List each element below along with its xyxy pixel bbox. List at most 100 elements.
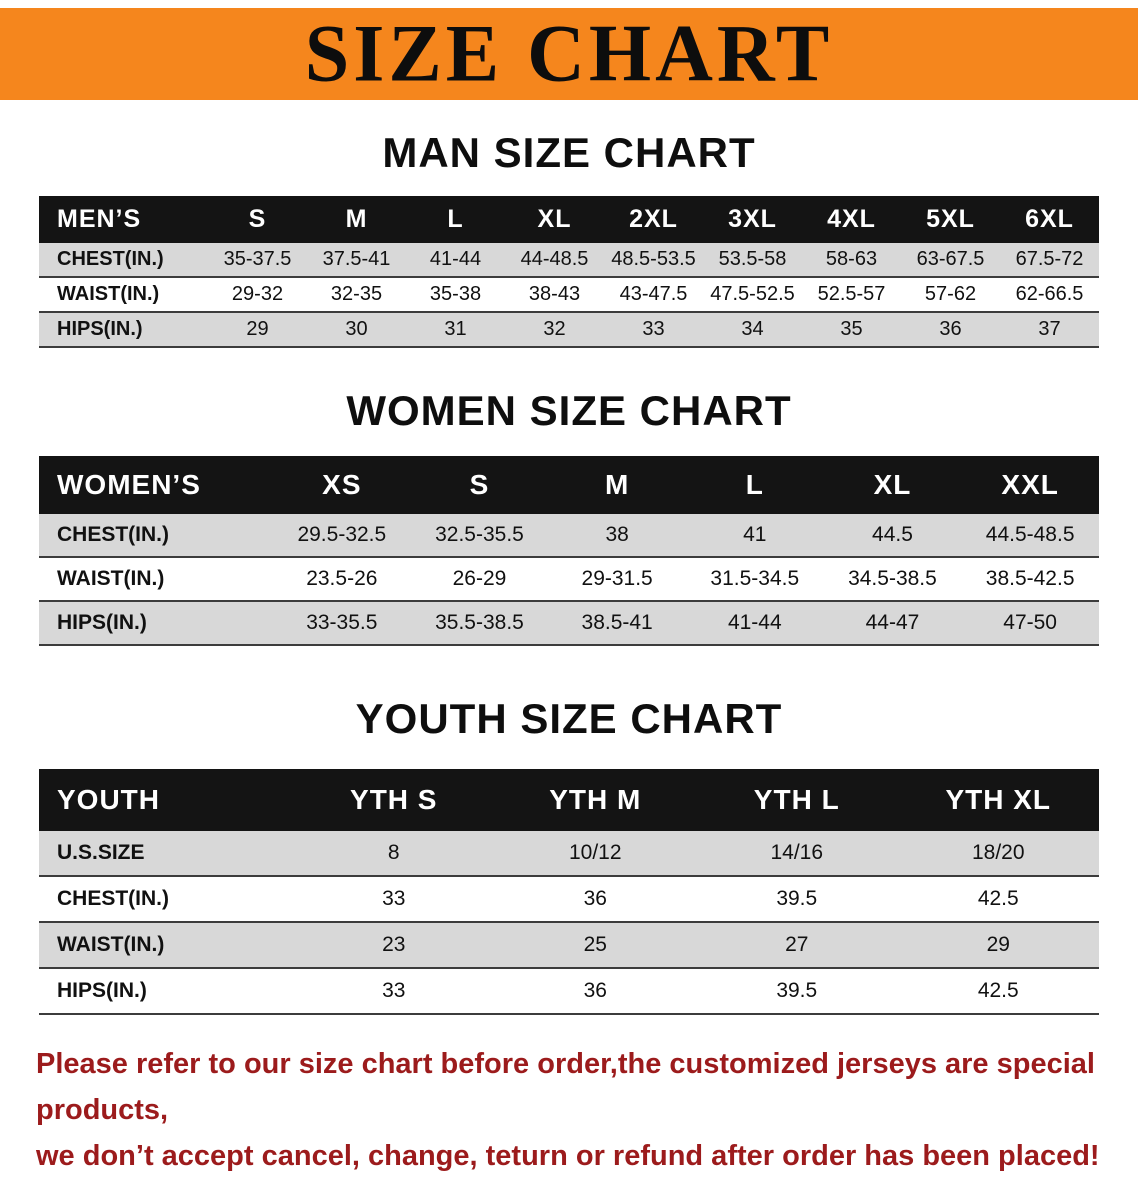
size-column-header: XL bbox=[823, 456, 962, 515]
size-value-cell: 34 bbox=[741, 318, 764, 341]
size-value-cell: 53.5-58 bbox=[718, 248, 787, 271]
youth-size-table: YOUTH YTH S YTH M YTH L YTH XL U.S.SIZE 8 10/12… bbox=[39, 768, 1099, 1015]
table-header-row: YOUTH YTH S YTH M YTH L YTH XL bbox=[39, 768, 1099, 831]
size-value-cell: 36 bbox=[583, 978, 607, 1002]
size-value-cell: 38 bbox=[605, 523, 629, 547]
row-label: WAIST(IN.) bbox=[57, 567, 165, 591]
size-column-header: YTH L bbox=[696, 768, 898, 831]
size-column-header: 5XL bbox=[901, 196, 1000, 244]
size-column-header: YTH S bbox=[293, 768, 495, 831]
size-column-header: 3XL bbox=[703, 196, 802, 244]
size-value-cell: 63-67.5 bbox=[916, 248, 985, 271]
size-value-cell: 34.5-38.5 bbox=[848, 567, 937, 591]
size-value-cell: 32 bbox=[543, 318, 566, 341]
size-value-cell: 47.5-52.5 bbox=[710, 283, 795, 306]
size-value-cell: 41-44 bbox=[727, 611, 782, 635]
size-value-cell: 39.5 bbox=[776, 886, 818, 910]
table-row: WAIST(IN.) 29-32 32-35 35-38 38-43 43-47.5 47.… bbox=[39, 277, 1099, 313]
size-column-header: L bbox=[685, 456, 824, 515]
men-size-section: MAN SIZE CHART MEN’S S M L XL 2XL 3XL 4XL 5XL 6XL… bbox=[0, 129, 1138, 348]
size-value-cell: 41 bbox=[743, 523, 767, 547]
table-row: HIPS(IN.) 33-35.5 35.5-38.5 38.5-41 41-44 44-… bbox=[39, 601, 1099, 646]
size-chart-infographic: SIZE CHART MAN SIZE CHART MEN’S S M L XL 2XL 3… bbox=[0, 8, 1138, 1172]
youth-section-heading: YOUTH SIZE CHART bbox=[355, 695, 783, 743]
size-column-header: S bbox=[410, 456, 549, 515]
table-row: CHEST(IN.) 33 36 39.5 42.5 bbox=[39, 875, 1099, 922]
size-value-cell: 37 bbox=[1038, 318, 1061, 341]
size-value-cell: 23.5-26 bbox=[306, 567, 378, 591]
table-header-row: MEN’S S M L XL 2XL 3XL 4XL 5XL 6XL bbox=[39, 196, 1099, 244]
row-label: CHEST(IN.) bbox=[57, 886, 169, 910]
size-column-header: XXL bbox=[961, 456, 1099, 515]
table-row: CHEST(IN.) 29.5-32.5 32.5-35.5 38 41 44.5 44.5… bbox=[39, 514, 1099, 558]
size-value-cell: 35-38 bbox=[429, 283, 482, 306]
size-value-cell: 31.5-34.5 bbox=[710, 567, 800, 591]
table-row: CHEST(IN.) 35-37.5 37.5-41 41-44 44-48.5 48.5… bbox=[39, 243, 1099, 278]
size-column-header: S bbox=[208, 196, 307, 244]
size-value-cell: 14/16 bbox=[770, 840, 824, 864]
size-value-cell: 33 bbox=[642, 318, 665, 341]
table-header-row: WOMEN’S XS S M L XL XXL bbox=[39, 456, 1099, 515]
size-value-cell: 41-44 bbox=[429, 248, 482, 271]
size-value-cell: 29.5-32.5 bbox=[297, 523, 387, 547]
size-value-cell: 35-37.5 bbox=[223, 248, 292, 271]
size-value-cell: 25 bbox=[583, 932, 607, 956]
row-label: HIPS(IN.) bbox=[57, 318, 143, 341]
size-column-header: 4XL bbox=[802, 196, 901, 244]
size-value-cell: 44-48.5 bbox=[520, 248, 589, 271]
size-value-cell: 37.5-41 bbox=[322, 248, 391, 271]
row-label: HIPS(IN.) bbox=[57, 978, 147, 1002]
size-value-cell: 32-35 bbox=[330, 283, 383, 306]
size-column-header: 6XL bbox=[1000, 196, 1099, 244]
size-value-cell: 27 bbox=[785, 932, 809, 956]
men-size-table: MEN’S S M L XL 2XL 3XL 4XL 5XL 6XL CHEST(IN.) 35-37… bbox=[39, 196, 1099, 348]
size-column-header: YTH M bbox=[494, 768, 696, 831]
size-value-cell: 33 bbox=[382, 978, 406, 1002]
size-value-cell: 35 bbox=[840, 318, 863, 341]
size-value-cell: 10/12 bbox=[568, 840, 622, 864]
size-value-cell: 44.5 bbox=[872, 523, 913, 547]
row-label: WAIST(IN.) bbox=[57, 932, 165, 956]
women-size-section: WOMEN SIZE CHART WOMEN’S XS S M L XL XXL CHEST(… bbox=[0, 387, 1138, 646]
table-row: HIPS(IN.) 33 36 39.5 42.5 bbox=[39, 967, 1099, 1014]
row-label: CHEST(IN.) bbox=[57, 523, 169, 547]
size-value-cell: 29-31.5 bbox=[581, 567, 653, 591]
table-row: U.S.SIZE 8 10/12 14/16 18/20 bbox=[39, 830, 1099, 876]
row-label: HIPS(IN.) bbox=[57, 611, 147, 635]
row-label: U.S.SIZE bbox=[57, 840, 145, 864]
size-column-header: M bbox=[548, 456, 686, 515]
youth-size-section: YOUTH SIZE CHART YOUTH YTH S YTH M YTH L YTH… bbox=[0, 696, 1138, 1014]
disclaimer: Please refer to our size chart before or… bbox=[36, 1041, 1102, 1179]
size-value-cell: 58-63 bbox=[825, 248, 878, 271]
size-value-cell: 29 bbox=[986, 932, 1010, 956]
size-value-cell: 42.5 bbox=[977, 886, 1019, 910]
size-column-header: L bbox=[406, 196, 505, 244]
size-value-cell: 30 bbox=[345, 318, 368, 341]
disclaimer-line-2: we don’t accept cancel, change, teturn o… bbox=[36, 1139, 1100, 1172]
size-value-cell: 8 bbox=[387, 840, 400, 864]
size-value-cell: 43-47.5 bbox=[619, 283, 688, 306]
size-value-cell: 18/20 bbox=[971, 840, 1025, 864]
size-value-cell: 29 bbox=[246, 318, 269, 341]
table-corner-label: WOMEN’S bbox=[39, 456, 273, 515]
size-value-cell: 31 bbox=[444, 318, 467, 341]
title-banner: SIZE CHART bbox=[0, 8, 1138, 100]
size-column-header: YTH XL bbox=[897, 768, 1099, 831]
size-value-cell: 39.5 bbox=[776, 978, 818, 1002]
size-value-cell: 67.5-72 bbox=[1015, 248, 1084, 271]
size-column-header: XL bbox=[505, 196, 604, 244]
size-value-cell: 62-66.5 bbox=[1015, 283, 1084, 306]
table-row: WAIST(IN.) 23.5-26 26-29 29-31.5 31.5-34.5 34… bbox=[39, 557, 1099, 602]
row-label: WAIST(IN.) bbox=[57, 283, 160, 306]
size-value-cell: 48.5-53.5 bbox=[611, 248, 696, 271]
size-column-header: XS bbox=[273, 456, 411, 515]
table-corner-label: MEN’S bbox=[39, 196, 208, 244]
size-column-header: M bbox=[307, 196, 406, 244]
table-row: WAIST(IN.) 23 25 27 29 bbox=[39, 921, 1099, 968]
size-value-cell: 42.5 bbox=[977, 978, 1019, 1002]
table-corner-label: YOUTH bbox=[39, 768, 293, 831]
size-value-cell: 35.5-38.5 bbox=[435, 611, 524, 635]
row-label: CHEST(IN.) bbox=[57, 248, 164, 271]
size-value-cell: 33 bbox=[382, 886, 406, 910]
size-value-cell: 23 bbox=[382, 932, 406, 956]
